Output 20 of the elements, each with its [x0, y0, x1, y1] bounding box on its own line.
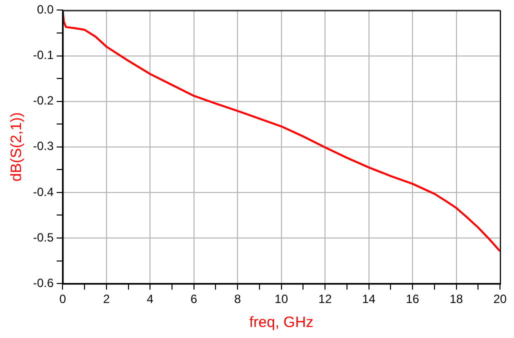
x-tick-label: 18	[450, 292, 464, 306]
x-tick-label: 4	[146, 292, 154, 306]
y-axis-title: dB(S(2,1))	[8, 112, 26, 182]
x-tick-label: 16	[406, 292, 420, 306]
y-tick-label: -0.6	[32, 276, 54, 290]
x-tick-label: 20	[493, 292, 507, 306]
y-tick-label: -0.2	[32, 94, 54, 108]
x-tick-label: 12	[318, 292, 332, 306]
x-axis-title: freq, GHz	[249, 314, 314, 332]
x-tick-label: 2	[103, 292, 110, 306]
x-tick-label: 10	[274, 292, 288, 306]
y-tick-label: -0.1	[32, 48, 54, 62]
x-tick-label: 6	[190, 292, 198, 306]
y-tick-label: -0.5	[32, 230, 54, 244]
y-tick-label: -0.3	[32, 139, 54, 154]
y-tick-label: -0.4	[32, 184, 54, 199]
y-tick-label: 0.0	[36, 2, 54, 17]
x-tick-label: 0	[59, 292, 66, 306]
x-tick-label: 14	[362, 292, 376, 306]
x-tick-label: 8	[234, 292, 242, 306]
